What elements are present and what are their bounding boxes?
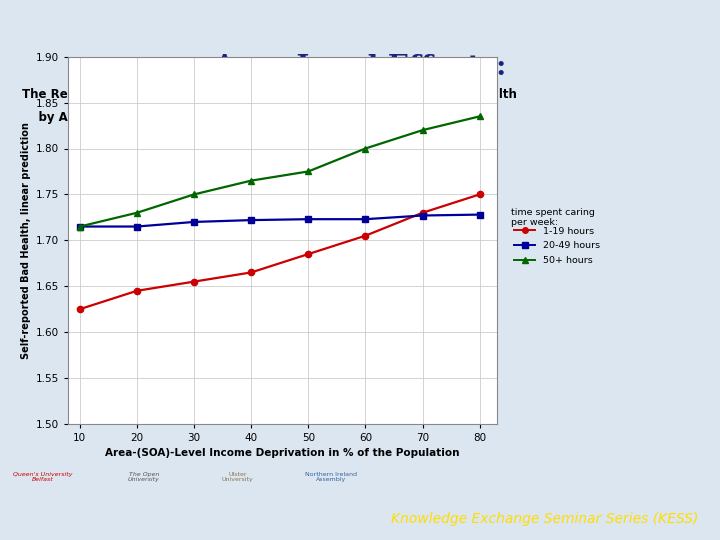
- Text: Area-Level Effects:: Area-Level Effects:: [213, 54, 507, 81]
- Text: time spent caring
per week:: time spent caring per week:: [511, 208, 595, 227]
- Text: Ulster
University: Ulster University: [222, 472, 253, 483]
- Text: The Open
University: The Open University: [128, 472, 160, 483]
- Legend: 1-19 hours, 20-49 hours, 50+ hours: 1-19 hours, 20-49 hours, 50+ hours: [514, 227, 600, 265]
- Text: Queen's University
Belfast: Queen's University Belfast: [14, 472, 73, 483]
- Text: Northern Ireland
Assembly: Northern Ireland Assembly: [305, 472, 357, 483]
- Text: Knowledge Exchange Seminar Series (KESS): Knowledge Exchange Seminar Series (KESS): [391, 512, 698, 526]
- X-axis label: Area-(SOA)-Level Income Deprivation in % of the Population: Area-(SOA)-Level Income Deprivation in %…: [105, 449, 460, 458]
- Y-axis label: Self-reported Bad Health, linear prediction: Self-reported Bad Health, linear predict…: [21, 122, 30, 359]
- Text: by Area(SOA)-Level Income Deprivation:: by Area(SOA)-Level Income Deprivation:: [22, 111, 306, 124]
- Text: The Relationship between Informal Caregiving and Self-reported ill-Health: The Relationship between Informal Caregi…: [22, 87, 516, 101]
